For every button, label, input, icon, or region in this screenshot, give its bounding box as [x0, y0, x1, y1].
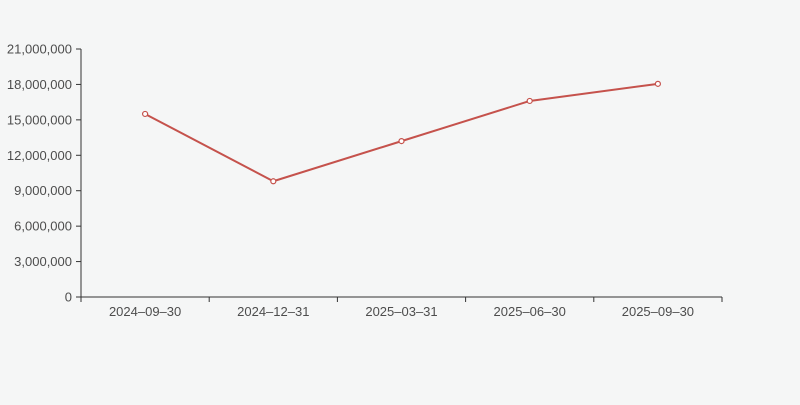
- y-axis-tick-label: 3,000,000: [14, 254, 72, 269]
- data-point-marker: [142, 110, 149, 118]
- x-axis-tick-label: 2024–12–31: [237, 304, 309, 319]
- data-point-marker: [526, 97, 533, 105]
- y-axis-tick-label: 9,000,000: [14, 183, 72, 198]
- data-point-marker: [654, 80, 662, 87]
- x-axis-tick-label: 2025–03–31: [365, 304, 437, 319]
- series-line: [144, 82, 659, 183]
- y-axis-tick-label: 18,000,000: [7, 77, 72, 92]
- data-point-marker: [270, 178, 277, 185]
- y-axis-tick-label: 15,000,000: [7, 112, 72, 127]
- y-axis-tick-label: 0: [65, 290, 72, 305]
- x-axis-tick-label: 2025–09–30: [622, 304, 694, 319]
- x-axis-tick-label: 2024–09–30: [109, 304, 181, 319]
- x-axis-tick-label: 2025–06–30: [494, 304, 566, 319]
- data-point-marker: [398, 138, 405, 145]
- y-axis-tick-label: 12,000,000: [7, 148, 72, 163]
- y-axis-tick-label: 21,000,000: [7, 42, 72, 57]
- y-axis-tick-label: 6,000,000: [14, 219, 72, 234]
